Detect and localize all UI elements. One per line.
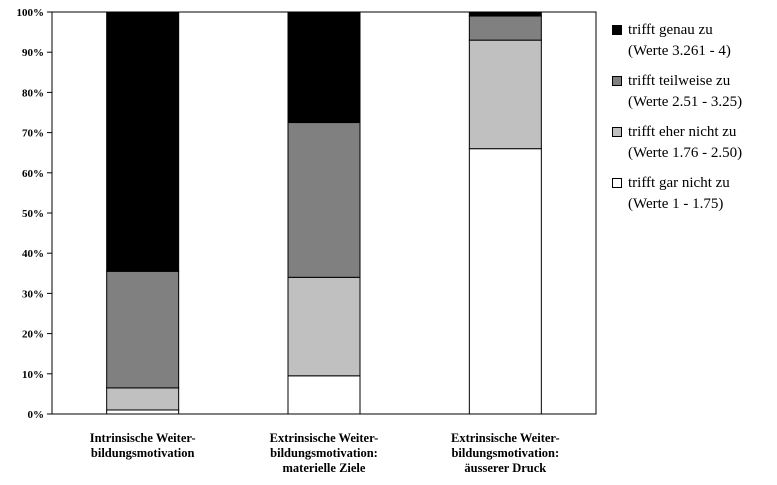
y-tick-label: 10% bbox=[22, 369, 44, 381]
y-tick-label: 20% bbox=[22, 329, 44, 341]
y-tick-label: 70% bbox=[22, 128, 44, 140]
y-tick-label: 60% bbox=[22, 168, 44, 180]
y-axis: 0% 10% 20% 30% 40% 50% 60% 70% 80% 90% 100% bbox=[17, 7, 52, 421]
legend-series-name: trifft genau zu bbox=[628, 22, 713, 38]
bar-segment-2-1 bbox=[287, 375, 361, 415]
legend-series-name: trifft eher nicht zu bbox=[628, 124, 737, 140]
bar-segment-1-2 bbox=[106, 387, 180, 411]
y-tick-label: 0% bbox=[28, 409, 45, 421]
legend-series-range: (Werte 1.76 - 2.50) bbox=[628, 145, 743, 161]
y-tick-label: 90% bbox=[22, 47, 44, 59]
bar-segment-1-3 bbox=[106, 270, 180, 389]
y-tick-label: 100% bbox=[17, 7, 45, 19]
x-category-label: Intrinsische Weiter-bildungsmotivation bbox=[90, 431, 196, 460]
x-category-label-line: bildungsmotivation: bbox=[451, 446, 559, 460]
bar-segment-3-3 bbox=[468, 15, 542, 41]
legend-item: trifft teilweise zu (Werte 2.51 - 3.25) bbox=[612, 71, 772, 113]
y-tick-label: 30% bbox=[22, 288, 44, 300]
bar-segment-3-2 bbox=[468, 39, 542, 150]
legend-swatch bbox=[612, 178, 622, 188]
bar-segment-1-1 bbox=[106, 409, 180, 415]
y-tick-label: 50% bbox=[22, 208, 44, 220]
y-tick-label: 40% bbox=[22, 248, 44, 260]
legend-item: trifft gar nicht zu (Werte 1 - 1.75) bbox=[612, 173, 772, 215]
x-category-label-line: bildungsmotivation: bbox=[270, 446, 378, 460]
x-category-label-line: materielle Ziele bbox=[283, 461, 366, 475]
y-tick-label: 80% bbox=[22, 87, 44, 99]
legend: trifft genau zu (Werte 3.261 - 4) trifft t… bbox=[612, 20, 772, 224]
stacked-bar-chart: 0% 10% 20% 30% 40% 50% 60% 70% 80% 90% 100% Intrin… bbox=[17, 7, 597, 475]
x-category-label-line: Extrinsische Weiter- bbox=[451, 431, 560, 445]
legend-text: trifft gar nicht zu (Werte 1 - 1.75) bbox=[628, 173, 730, 215]
x-category-label-line: Extrinsische Weiter- bbox=[270, 431, 379, 445]
x-category-label: Extrinsische Weiter-bildungsmotivation: ä… bbox=[451, 431, 560, 475]
bar-segment-2-2 bbox=[287, 276, 361, 377]
legend-text: trifft genau zu (Werte 3.261 - 4) bbox=[628, 20, 731, 62]
x-category-label: Extrinsische Weiter-bildungsmotivation: m… bbox=[270, 431, 379, 475]
legend-text: trifft eher nicht zu (Werte 1.76 - 2.50) bbox=[628, 122, 742, 164]
legend-swatch bbox=[612, 127, 622, 137]
bar-segment-2-4 bbox=[287, 11, 361, 124]
bar-segment-3-4 bbox=[468, 11, 542, 17]
legend-item: trifft genau zu (Werte 3.261 - 4) bbox=[612, 20, 772, 62]
bar-segment-1-4 bbox=[106, 11, 180, 272]
bar-segment-2-3 bbox=[287, 122, 361, 278]
x-axis-labels: Intrinsische Weiter-bildungsmotivation Ex… bbox=[90, 431, 560, 475]
legend-swatch bbox=[612, 25, 622, 35]
legend-text: trifft teilweise zu (Werte 2.51 - 3.25) bbox=[628, 71, 742, 113]
bars bbox=[106, 11, 542, 415]
legend-item: trifft eher nicht zu (Werte 1.76 - 2.50) bbox=[612, 122, 772, 164]
legend-series-range: (Werte 1 - 1.75) bbox=[628, 196, 724, 212]
legend-series-name: trifft gar nicht zu bbox=[628, 175, 730, 191]
legend-series-name: trifft teilweise zu bbox=[628, 73, 731, 89]
x-category-label-line: äusserer Druck bbox=[464, 461, 546, 475]
legend-swatch bbox=[612, 76, 622, 86]
legend-series-range: (Werte 3.261 - 4) bbox=[628, 43, 731, 59]
legend-series-range: (Werte 2.51 - 3.25) bbox=[628, 94, 743, 110]
x-category-label-line: bildungsmotivation bbox=[91, 446, 195, 460]
x-category-label-line: Intrinsische Weiter- bbox=[90, 431, 196, 445]
bar-segment-3-1 bbox=[468, 148, 542, 415]
